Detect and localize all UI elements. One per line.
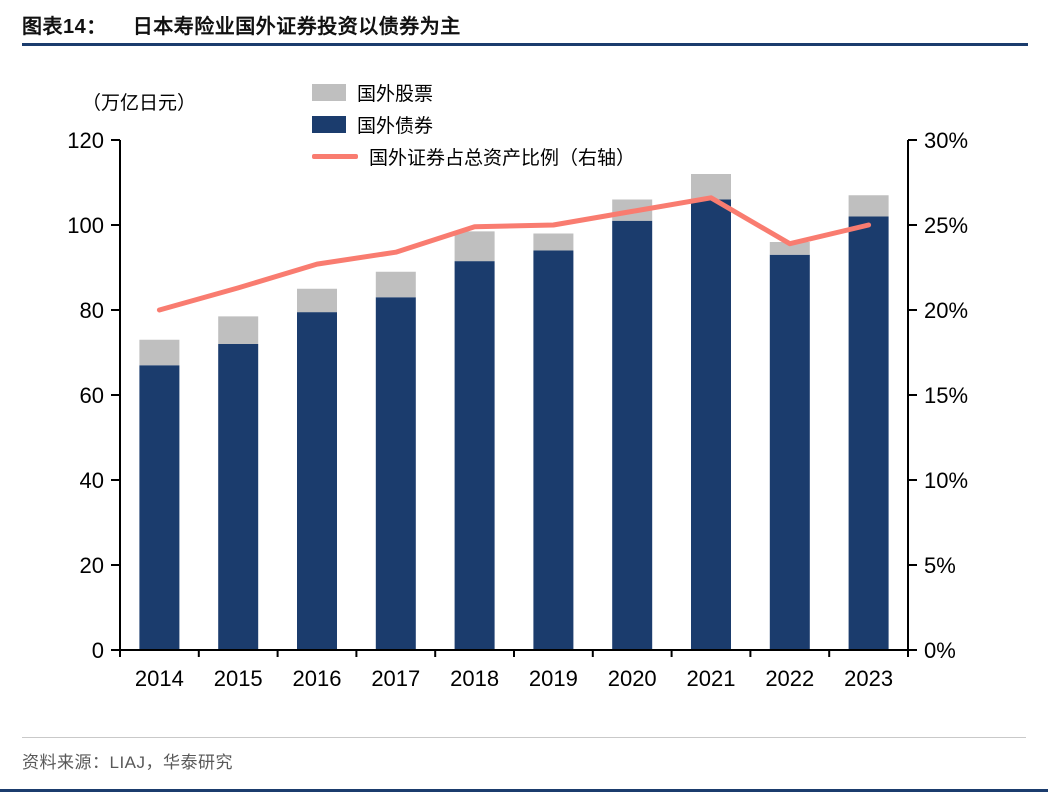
bar-segment-foreign-bonds-2023 [848,216,889,650]
bar-segment-foreign-bonds-2021 [691,199,731,650]
bar-segment-foreign-stocks-2016 [297,288,337,313]
x-axis-label: 2019 [529,666,578,691]
x-axis-label: 2021 [687,666,736,691]
x-axis-label: 2022 [765,666,814,691]
bar-segment-foreign-bonds-2014 [139,365,180,650]
left-axis-tick-label: 80 [80,298,104,323]
x-axis-label: 2020 [608,666,657,691]
legend-item-foreign-stocks: 国外股票 [312,82,635,105]
x-axis-label: 2016 [293,666,342,691]
left-axis-tick-label: 0 [92,638,104,663]
bar-segment-foreign-stocks-2017 [375,271,416,298]
right-axis-tick-label: 5% [924,553,956,578]
bar-segment-foreign-bonds-2016 [297,312,337,650]
bar-segment-foreign-bonds-2020 [612,220,653,650]
legend-label-foreign-stocks: 国外股票 [357,83,434,105]
bar-segment-foreign-bonds-2015 [218,344,259,650]
left-axis-unit-label: （万亿日元） [82,93,197,114]
ratio-line [156,195,872,313]
left-axis-tick-label: 100 [67,213,104,238]
page-bottom-rule [0,789,1048,792]
bar-segment-foreign-stocks-2023 [848,195,889,217]
source-note: 资料来源：LIAJ，华泰研究 [22,753,234,772]
chart-legend: 国外股票 国外债券 国外证券占总资产比例（右轴） [312,82,635,169]
footer-divider [22,737,1026,738]
right-axis-tick-label: 0% [924,638,956,663]
bar-segment-foreign-bonds-2019 [533,250,574,650]
figure-number-label: 图表14： [22,16,107,38]
bar-segment-foreign-stocks-2014 [139,339,180,366]
right-axis-tick-label: 20% [924,298,968,323]
legend-swatch-ratio-line [312,153,358,159]
right-axis-tick-label: 30% [924,128,968,153]
right-axis-tick-label: 25% [924,213,968,238]
x-axis-label: 2015 [214,666,263,691]
x-axis-label: 2023 [844,666,893,691]
bar-segment-foreign-stocks-2019 [533,233,574,251]
x-axis-label: 2017 [371,666,420,691]
bar-segment-foreign-stocks-2018 [454,231,495,262]
bar-segment-foreign-stocks-2022 [769,242,810,255]
legend-swatch-foreign-stocks [312,83,346,101]
figure-title-text: 日本寿险业国外证券投资以债券为主 [132,16,461,38]
bar-segment-foreign-bonds-2017 [375,297,416,650]
bar-segment-foreign-stocks-2015 [218,316,259,344]
title-divider [22,43,1028,46]
left-axis-tick-label: 40 [80,468,104,493]
legend-item-ratio-line: 国外证券占总资产比例（右轴） [312,146,635,169]
page-title: 图表14： 日本寿险业国外证券投资以债券为主 [22,10,461,39]
left-axis-tick-label: 60 [80,383,104,408]
bar-segment-foreign-stocks-2021 [691,174,731,200]
left-axis-tick-label: 120 [67,128,104,153]
right-axis-tick-label: 10% [924,468,968,493]
legend-swatch-foreign-bonds [312,115,346,133]
x-axis-label: 2014 [135,666,184,691]
x-axis-label: 2018 [450,666,499,691]
bar-segment-foreign-bonds-2018 [454,261,495,650]
legend-label-ratio-line: 国外证券占总资产比例（右轴） [369,147,636,169]
legend-label-foreign-bonds: 国外债券 [357,115,434,137]
right-axis-tick-label: 15% [924,383,968,408]
left-axis-tick-label: 20 [80,553,104,578]
bar-segment-foreign-bonds-2022 [769,254,810,650]
legend-item-foreign-bonds: 国外债券 [312,114,635,137]
